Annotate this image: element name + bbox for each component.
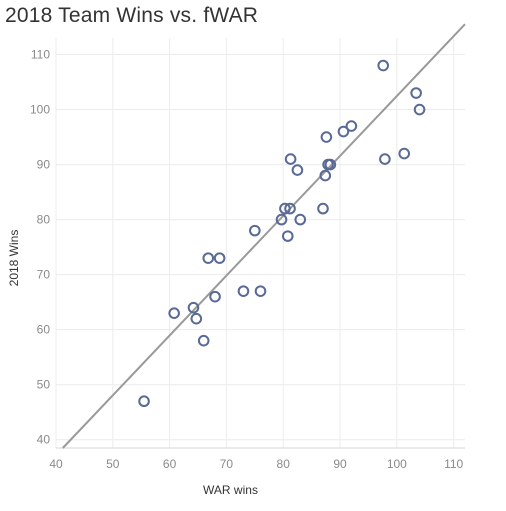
y-tick-label: 110 bbox=[31, 48, 50, 62]
data-point[interactable] bbox=[254, 285, 267, 297]
data-point[interactable] bbox=[294, 213, 307, 226]
data-point[interactable] bbox=[319, 169, 332, 182]
trend-line bbox=[62, 23, 466, 449]
x-tick-label: 70 bbox=[220, 457, 234, 471]
data-point[interactable] bbox=[398, 147, 411, 160]
grid-lines bbox=[55, 38, 465, 448]
data-point[interactable] bbox=[284, 153, 297, 165]
x-tick-label: 100 bbox=[387, 457, 407, 471]
y-tick-label: 50 bbox=[37, 378, 51, 392]
data-point[interactable] bbox=[410, 87, 422, 99]
data-point[interactable] bbox=[337, 125, 350, 138]
axis-titles: WAR wins 2018 Wins bbox=[7, 230, 258, 497]
y-tick-label: 40 bbox=[37, 433, 51, 447]
data-point[interactable] bbox=[275, 213, 288, 226]
y-tick-label: 60 bbox=[37, 323, 51, 337]
data-point[interactable] bbox=[284, 202, 296, 215]
data-points bbox=[138, 59, 426, 408]
data-point[interactable] bbox=[279, 202, 291, 215]
data-point[interactable] bbox=[320, 131, 333, 143]
data-point[interactable] bbox=[190, 312, 203, 325]
trend-line-layer bbox=[62, 23, 466, 449]
data-point[interactable] bbox=[213, 252, 226, 264]
data-point[interactable] bbox=[377, 59, 390, 72]
y-axis-title: 2018 Wins bbox=[7, 230, 21, 287]
data-point[interactable] bbox=[249, 224, 261, 237]
data-point[interactable] bbox=[197, 334, 210, 347]
data-point[interactable] bbox=[202, 252, 215, 264]
data-point[interactable] bbox=[168, 307, 180, 319]
x-tick-label: 50 bbox=[106, 457, 120, 471]
y-tick-label: 70 bbox=[37, 268, 51, 282]
data-point[interactable] bbox=[209, 290, 221, 303]
x-tick-label: 40 bbox=[49, 457, 63, 471]
data-point[interactable] bbox=[413, 103, 426, 116]
x-axis-title: WAR wins bbox=[203, 483, 258, 497]
data-point[interactable] bbox=[324, 158, 337, 171]
y-tick-label: 100 bbox=[30, 103, 50, 117]
data-point[interactable] bbox=[317, 202, 329, 215]
data-point[interactable] bbox=[379, 153, 391, 165]
y-tick-label: 80 bbox=[37, 213, 51, 227]
data-point[interactable] bbox=[281, 230, 294, 242]
data-point[interactable] bbox=[138, 395, 150, 408]
data-point[interactable] bbox=[345, 120, 358, 132]
chart-title: 2018 Team Wins vs. fWAR bbox=[5, 4, 259, 27]
data-point[interactable] bbox=[187, 301, 200, 314]
x-tick-label: 110 bbox=[444, 457, 463, 471]
tick-labels: 40 50 60 70 80 90 100 110 40 50 60 70 80 90 100 110 bbox=[30, 48, 464, 471]
x-tick-label: 80 bbox=[277, 457, 291, 471]
x-tick-label: 60 bbox=[163, 457, 177, 471]
x-tick-label: 90 bbox=[333, 457, 347, 471]
data-point[interactable] bbox=[291, 164, 304, 176]
data-point[interactable] bbox=[237, 285, 250, 297]
y-tick-label: 90 bbox=[37, 158, 51, 172]
